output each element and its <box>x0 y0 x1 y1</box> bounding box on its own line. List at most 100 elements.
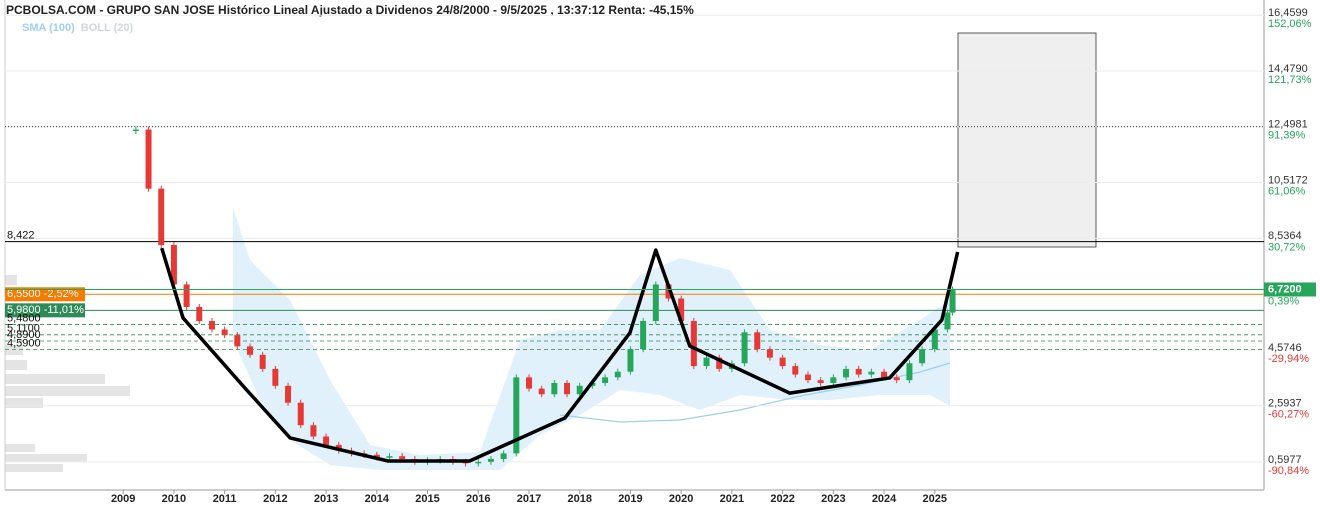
candle <box>158 188 165 245</box>
candle <box>285 385 292 403</box>
y-tick-label: 14,4790 <box>1268 63 1308 75</box>
legend-entry: SMA (100) <box>22 22 75 34</box>
x-tick-label: 2014 <box>365 493 390 505</box>
last-price-label: 6,7200 <box>1268 283 1302 295</box>
x-tick-label: 2017 <box>517 493 541 505</box>
candle <box>576 385 583 395</box>
candle <box>272 368 279 386</box>
candle <box>906 363 913 381</box>
candle <box>538 388 545 395</box>
candle <box>855 368 862 375</box>
level-label: 4,5900 <box>7 337 41 349</box>
x-tick-label: 2023 <box>821 493 845 505</box>
candle <box>678 298 685 322</box>
x-tick-label: 2021 <box>720 493 744 505</box>
candle <box>183 284 190 307</box>
y-tick-label: 4,5746 <box>1268 342 1302 354</box>
x-tick-label: 2019 <box>618 493 642 505</box>
level-label: 8,422 <box>7 229 35 241</box>
candle <box>234 335 241 347</box>
y-tick-label: 2,5937 <box>1268 398 1302 410</box>
x-tick-label: 2024 <box>872 493 897 505</box>
candle <box>703 357 710 367</box>
y-tick-label: 8,5364 <box>1268 230 1302 242</box>
x-tick-label: 2022 <box>770 493 794 505</box>
candle <box>754 332 761 350</box>
legend-entry: BOLL (20) <box>81 22 134 34</box>
level-label: 5,9800 -11,01% <box>7 304 84 316</box>
level-label: 6,5500 -2,52% <box>7 288 79 300</box>
candle <box>949 289 956 313</box>
y-tick-label: 0,5977 <box>1268 454 1302 466</box>
candle <box>525 377 532 389</box>
x-tick-label: 2011 <box>213 493 237 505</box>
y-tick-label: 10,5172 <box>1268 174 1308 186</box>
x-tick-label: 2020 <box>669 493 693 505</box>
candle <box>247 346 254 355</box>
candle <box>893 377 900 381</box>
y2-tick-label: 61,06% <box>1268 185 1306 197</box>
candle <box>221 329 228 336</box>
y-tick-label: 16,4599 <box>1268 7 1308 19</box>
x-tick-label: 2016 <box>466 493 490 505</box>
candle <box>716 357 723 369</box>
x-tick-label: 2012 <box>263 493 287 505</box>
candle <box>145 129 152 189</box>
candle <box>564 382 571 395</box>
candle <box>399 456 406 460</box>
level-label-box <box>5 303 85 318</box>
x-tick-label: 2015 <box>415 493 439 505</box>
y2-tick-label: -90,84% <box>1268 465 1309 477</box>
candle <box>310 425 317 437</box>
candle <box>602 377 609 383</box>
candle <box>196 306 203 322</box>
candle <box>881 371 888 378</box>
x-tick-label: 2018 <box>567 493 591 505</box>
y2-tick-label: 152,06% <box>1268 18 1312 30</box>
level-label: 5,1100 <box>7 323 40 335</box>
level-label-box <box>5 287 85 302</box>
y2-tick-label: 121,73% <box>1268 74 1312 86</box>
candle <box>931 329 938 350</box>
y-tick-label: 12,4981 <box>1268 119 1308 131</box>
candle <box>919 349 926 364</box>
candle <box>500 453 507 460</box>
candle <box>868 371 875 375</box>
candle <box>297 402 304 426</box>
y2-tick-label: -60,27% <box>1268 409 1309 421</box>
chart-title: PCBOLSA.COM - GRUPO SAN JOSE Histórico L… <box>6 3 694 17</box>
candle <box>513 377 520 454</box>
candle <box>817 380 824 383</box>
candle <box>804 374 811 381</box>
x-tick-label: 2013 <box>314 493 338 505</box>
candle <box>487 459 494 462</box>
x-tick-label: 2010 <box>162 493 186 505</box>
x-tick-label: 2025 <box>923 493 947 505</box>
candle <box>132 129 139 132</box>
candle <box>792 366 799 375</box>
candle <box>830 377 837 383</box>
candle <box>766 349 773 358</box>
candle <box>627 349 634 372</box>
candle <box>741 332 748 364</box>
annotation-line <box>160 247 960 463</box>
candle <box>640 321 647 350</box>
candle <box>551 382 558 395</box>
candle <box>386 456 393 458</box>
candle <box>373 454 380 458</box>
candle <box>170 245 177 285</box>
candle <box>323 436 330 445</box>
candle <box>614 371 621 378</box>
candle <box>665 284 672 299</box>
target-zone <box>957 32 1097 248</box>
x-tick-label: 2009 <box>111 493 135 505</box>
candle <box>944 312 951 330</box>
candle <box>259 354 266 369</box>
last-price-box <box>1264 282 1316 297</box>
y2-tick-label: 30,72% <box>1268 241 1306 253</box>
candle <box>690 321 697 367</box>
y2-tick-label: 91,39% <box>1268 130 1306 142</box>
candle <box>652 284 659 322</box>
candle <box>779 357 786 367</box>
